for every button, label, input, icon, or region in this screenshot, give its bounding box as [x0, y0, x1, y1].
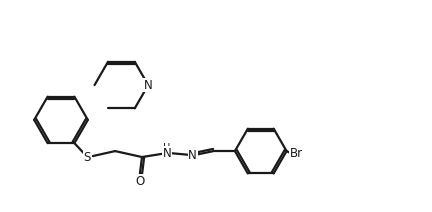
Text: N: N — [162, 146, 171, 160]
Text: N: N — [188, 149, 197, 162]
Text: O: O — [135, 175, 144, 188]
Text: S: S — [84, 151, 91, 163]
Text: H: H — [163, 143, 171, 153]
Text: N: N — [144, 79, 152, 92]
Text: Br: Br — [289, 147, 302, 160]
